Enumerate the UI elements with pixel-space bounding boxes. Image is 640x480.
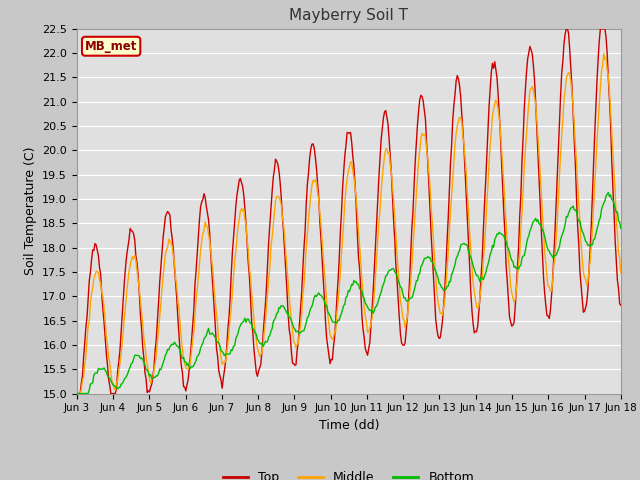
Text: MB_met: MB_met [85,40,138,53]
Title: Mayberry Soil T: Mayberry Soil T [289,9,408,24]
Legend: Top, Middle, Bottom: Top, Middle, Bottom [218,467,479,480]
Y-axis label: Soil Temperature (C): Soil Temperature (C) [24,147,36,276]
X-axis label: Time (dd): Time (dd) [319,419,379,432]
